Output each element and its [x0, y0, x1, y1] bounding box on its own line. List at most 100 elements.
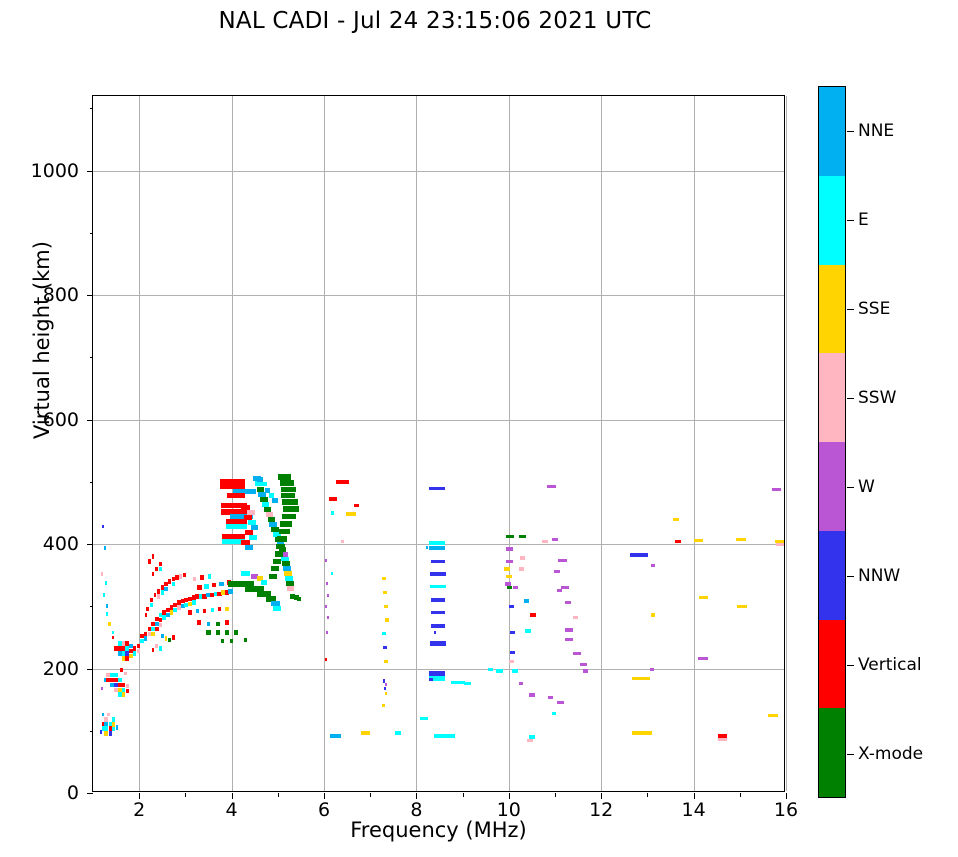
echo-mark	[117, 677, 122, 682]
y-minor-tick	[89, 606, 93, 608]
gridline-horizontal	[93, 295, 784, 297]
colorbar-label-nne: NNE	[858, 120, 895, 141]
x-tick	[139, 793, 141, 799]
x-minor-tick	[462, 793, 464, 797]
echo-mark	[191, 595, 196, 600]
echo-mark	[114, 687, 118, 692]
echo-mark	[505, 582, 511, 586]
echo-mark	[256, 486, 264, 492]
echo-mark	[102, 593, 106, 597]
echo-mark	[159, 566, 162, 572]
echo-mark	[383, 645, 387, 649]
echo-mark	[140, 638, 144, 644]
echo-mark	[180, 599, 185, 604]
echo-mark	[121, 641, 126, 646]
gridline-vertical	[601, 96, 603, 791]
echo-mark	[717, 737, 727, 742]
echo-mark	[196, 585, 202, 590]
echo-mark	[774, 540, 784, 544]
echo-mark	[383, 591, 387, 595]
colorbar-tick	[847, 575, 854, 577]
echo-mark	[129, 643, 133, 649]
echo-mark	[281, 556, 289, 562]
echo-mark	[103, 545, 107, 550]
x-tick	[786, 793, 787, 799]
echo-mark	[267, 516, 276, 522]
echo-mark	[104, 722, 109, 728]
echo-mark	[108, 726, 113, 732]
echo-mark	[285, 576, 293, 582]
echo-mark	[430, 610, 445, 615]
echo-mark	[384, 659, 388, 663]
echo-mark	[202, 594, 208, 599]
echo-mark	[100, 730, 103, 734]
echo-mark	[225, 606, 229, 611]
colorbar-tick	[847, 308, 854, 310]
echo-mark	[207, 574, 212, 579]
echo-mark	[151, 647, 155, 653]
echo-mark	[547, 695, 554, 699]
x-tick	[508, 793, 510, 799]
echo-mark	[428, 545, 445, 550]
echo-mark	[329, 497, 338, 502]
echo-mark	[419, 716, 428, 720]
echo-mark	[564, 638, 573, 642]
echo-mark	[324, 658, 327, 662]
echo-mark	[241, 540, 250, 546]
y-tick	[87, 668, 93, 670]
echo-mark	[506, 585, 513, 590]
echo-mark	[672, 517, 680, 521]
x-axis-title: Frequency (MHz)	[350, 818, 527, 842]
echo-mark	[510, 650, 515, 654]
echo-mark	[506, 559, 513, 564]
echo-mark	[518, 681, 524, 686]
echo-mark	[164, 586, 168, 592]
colorbar-tick	[847, 486, 854, 488]
echo-mark	[222, 534, 246, 540]
gridline-vertical	[231, 96, 233, 791]
echo-mark	[169, 610, 174, 615]
echo-mark	[293, 595, 299, 600]
echo-mark	[136, 643, 140, 649]
echo-mark	[184, 602, 189, 608]
echo-mark	[112, 726, 116, 732]
echo-mark	[125, 656, 130, 661]
echo-mark	[325, 630, 328, 634]
y-tick-label: 0	[66, 782, 79, 804]
echo-mark	[330, 733, 341, 738]
echo-mark	[582, 669, 589, 673]
echo-mark	[222, 539, 246, 545]
echo-mark	[274, 551, 283, 557]
echo-mark	[132, 651, 137, 656]
echo-mark	[121, 651, 126, 656]
echo-mark	[512, 585, 518, 590]
echo-mark	[197, 620, 202, 625]
echo-mark	[429, 584, 446, 589]
echo-mark	[121, 646, 126, 651]
echo-mark	[156, 589, 161, 594]
echo-mark	[159, 646, 162, 651]
echo-mark	[105, 604, 108, 609]
echo-mark	[164, 636, 168, 641]
echo-mark	[112, 717, 116, 722]
colorbar-label-sse: SSE	[858, 298, 891, 319]
echo-mark	[112, 635, 115, 640]
echo-mark	[117, 646, 122, 651]
echo-mark	[496, 669, 503, 673]
echo-mark	[282, 506, 299, 513]
colorbar-tick	[847, 397, 854, 399]
echo-mark	[114, 677, 118, 682]
echo-mark	[125, 683, 129, 689]
colorbar-segment-nnw	[819, 530, 845, 620]
echo-mark	[265, 511, 274, 517]
echo-mark	[221, 502, 247, 509]
page-title: NAL CADI - Jul 24 23:15:06 2021 UTC	[218, 8, 652, 34]
y-minor-tick	[89, 232, 93, 234]
echo-mark	[330, 511, 334, 515]
echo-mark	[381, 704, 385, 708]
echo-mark	[384, 683, 388, 687]
echo-mark	[340, 540, 345, 544]
echo-mark	[175, 575, 179, 580]
echo-mark	[149, 602, 153, 608]
x-tick-label: 16	[773, 799, 799, 821]
